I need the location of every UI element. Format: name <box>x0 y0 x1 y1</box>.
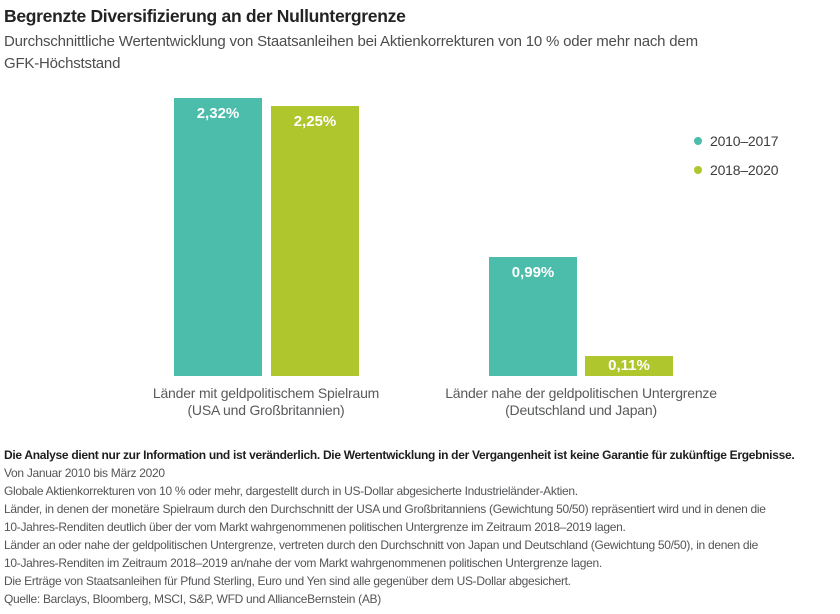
chart-subtitle-line1: Durchschnittliche Wertentwicklung von St… <box>4 33 698 50</box>
chart-subtitle-line2: GFK-Höchststand <box>4 54 121 72</box>
legend-dot-icon <box>694 137 702 145</box>
bar-value-label: 0,11% <box>608 357 650 374</box>
legend-label: 2018–2020 <box>710 162 779 178</box>
bar-value-label: 0,99% <box>511 264 555 281</box>
bar-value-label: 2,32% <box>196 105 240 122</box>
bar-2010-2017-untergrenze: 0,99% <box>489 257 577 376</box>
footnote-line: 10-Jahres-Renditen im Zeitraum 2018–2019… <box>4 556 602 570</box>
category-label-line2: (USA und Großbritannien) <box>187 401 345 418</box>
legend-dot-icon <box>694 166 702 174</box>
legend-item-2018-2020: 2018–2020 <box>694 162 778 178</box>
footnote-line: 10-Jahres-Renditen deutlich über der vom… <box>4 520 626 534</box>
footnote-line: Die Erträge von Staatsanleihen für Pfund… <box>4 574 571 588</box>
category-label-line1: Länder nahe der geldpolitischen Untergre… <box>445 385 717 401</box>
category-label-line2: (Deutschland und Japan) <box>505 401 657 418</box>
source-line: Quelle: Barclays, Bloomberg, MSCI, S&P, … <box>4 592 381 606</box>
bar-2018-2020-spielraum: 2,25% <box>271 106 359 376</box>
chart-title: Begrenzte Diversifizierung an der Nullun… <box>4 6 406 26</box>
legend: 2010–2017 2018–2020 <box>694 133 778 191</box>
chart-subtitle: Durchschnittliche Wertentwicklung von St… <box>4 31 698 74</box>
bar-2018-2020-untergrenze: 0,11% <box>585 356 673 376</box>
category-label-untergrenze: Länder nahe der geldpolitischen Untergre… <box>445 385 717 418</box>
category-label-spielraum: Länder mit geldpolitischem Spielraum (US… <box>153 385 379 418</box>
footnote-line: Globale Aktienkorrekturen von 10 % oder … <box>4 484 578 498</box>
bar-value-label: 2,25% <box>293 113 337 130</box>
footnote-line: Länder an oder nahe der geldpolitischen … <box>4 538 758 552</box>
category-label-line1: Länder mit geldpolitischem Spielraum <box>152 385 380 401</box>
footnote-line: Länder, in denen der monetäre Spielraum … <box>4 502 766 516</box>
footnote-line: Von Januar 2010 bis März 2020 <box>4 466 165 480</box>
legend-label: 2010–2017 <box>710 133 779 149</box>
legend-item-2010-2017: 2010–2017 <box>694 133 778 149</box>
bar-2010-2017-spielraum: 2,32% <box>174 98 262 376</box>
disclaimer-line: Die Analyse dient nur zur Information un… <box>4 448 795 462</box>
footnotes: Die Analyse dient nur zur Information un… <box>4 446 795 608</box>
